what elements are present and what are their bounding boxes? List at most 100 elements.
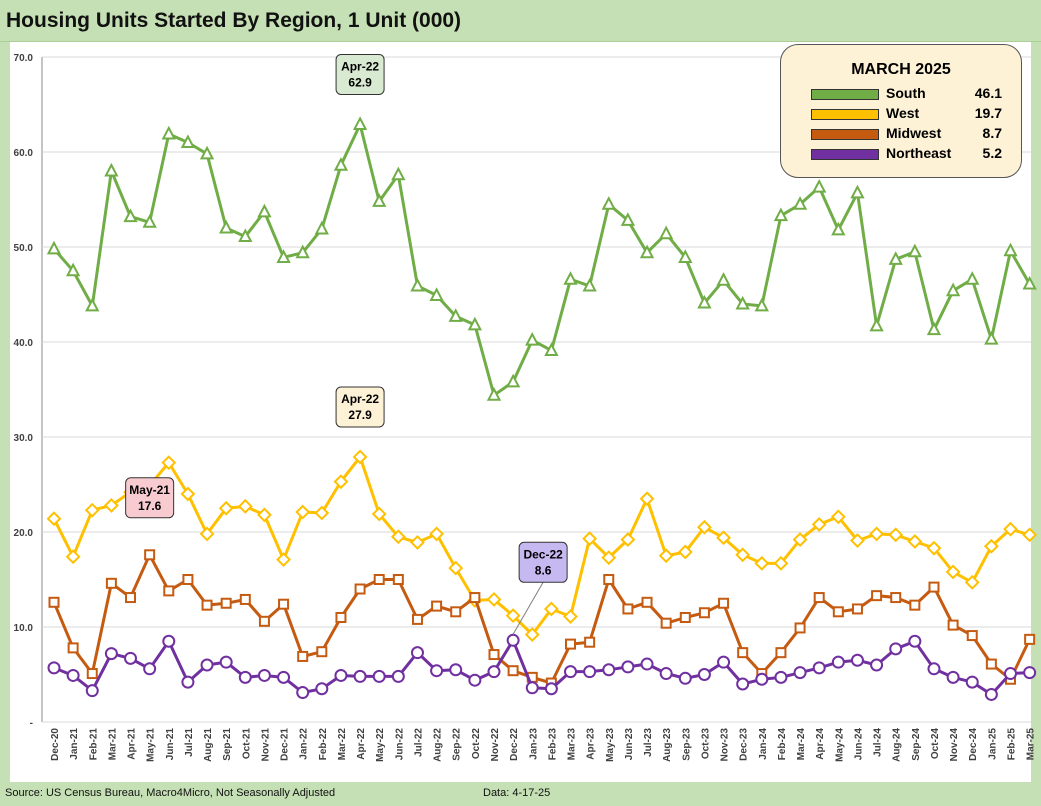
data-point-west (639, 491, 655, 507)
x-tick-label: Jan-23 (528, 728, 539, 760)
data-point-midwest (86, 668, 98, 680)
data-point-northeast (850, 653, 864, 667)
data-point-midwest (278, 598, 290, 610)
x-tick-label: Jun-21 (165, 728, 176, 761)
data-point-midwest (431, 600, 443, 612)
series-line-northeast (53, 638, 1030, 696)
data-point-west (218, 500, 234, 516)
data-point-northeast (334, 668, 348, 682)
x-tick-label: Sep-24 (911, 728, 922, 761)
data-point-northeast (47, 661, 61, 675)
series-line-west (52, 455, 1031, 637)
data-point-south (945, 282, 961, 297)
data-point-midwest (737, 647, 749, 659)
data-point-northeast (391, 669, 405, 683)
data-point-northeast (583, 665, 597, 679)
data-point-west (1003, 521, 1018, 537)
x-tick-label: Feb-24 (777, 728, 788, 761)
x-tick-label: Nov-23 (720, 728, 731, 762)
data-point-south (219, 219, 234, 234)
data-point-west (582, 531, 598, 547)
data-point-south (792, 196, 808, 210)
data-point-northeast (143, 662, 157, 676)
callout-value-midwest: 17.6 (138, 499, 162, 513)
data-point-midwest (775, 647, 787, 659)
data-point-midwest (890, 592, 902, 604)
data-point-west (620, 532, 636, 548)
data-point-west (811, 516, 827, 532)
data-point-northeast (946, 670, 960, 684)
y-tick-label: 30.0 (14, 433, 34, 444)
data-point-midwest (584, 636, 596, 648)
data-point-northeast (774, 670, 788, 684)
x-tick-label: Oct-24 (930, 728, 941, 760)
data-point-midwest (679, 612, 691, 623)
data-point-south (850, 184, 865, 199)
callout-date-west: Apr-22 (341, 392, 379, 406)
data-point-northeast (487, 665, 501, 679)
callout-box-midwest (125, 477, 175, 519)
data-point-midwest (507, 665, 519, 677)
data-point-northeast (755, 672, 769, 686)
data-point-northeast (104, 647, 118, 661)
data-point-west (505, 608, 521, 624)
y-tick-label: - (30, 718, 33, 729)
data-point-northeast (506, 633, 520, 647)
x-tick-label: Feb-25 (1007, 728, 1018, 761)
data-point-south (180, 134, 196, 148)
x-tick-label: Dec-24 (968, 728, 979, 761)
data-point-south (295, 244, 310, 259)
data-point-south (888, 251, 903, 265)
data-point-northeast (736, 677, 750, 691)
x-tick-label: Jun-24 (853, 728, 864, 761)
data-point-northeast (200, 658, 214, 672)
data-point-midwest (469, 592, 481, 604)
data-point-northeast (659, 667, 673, 681)
data-point-northeast (544, 682, 558, 696)
data-point-northeast (353, 669, 367, 683)
x-tick-label: May-21 (146, 728, 157, 762)
data-point-south (429, 287, 444, 301)
data-point-south (907, 243, 923, 258)
x-tick-label: Mar-22 (337, 728, 348, 761)
data-point-northeast (564, 665, 578, 679)
callout-date-midwest: May-21 (129, 483, 170, 497)
legend-item-south: South 46.1 (811, 85, 1011, 105)
legend-value-west: 19.7 (974, 105, 1002, 121)
data-point-midwest (239, 593, 251, 605)
data-point-midwest (105, 577, 117, 589)
legend-value-midwest: 8.7 (982, 125, 1002, 141)
data-point-west (410, 535, 425, 550)
data-point-west (486, 592, 502, 607)
callout-value-west: 27.9 (348, 408, 372, 422)
data-point-south (831, 221, 846, 236)
data-point-west (103, 497, 119, 513)
right-border (1031, 42, 1041, 782)
x-tick-label: Jun-22 (394, 728, 405, 761)
data-point-northeast (257, 668, 271, 682)
data-point-south (448, 308, 463, 322)
x-tick-label: Apr-22 (356, 728, 367, 760)
data-point-midwest (220, 597, 232, 609)
data-point-midwest (698, 607, 710, 619)
data-point-midwest (871, 590, 883, 602)
x-tick-label: May-23 (605, 728, 616, 762)
x-tick-label: Oct-22 (471, 728, 482, 760)
x-axis-ticks: Dec-20 Jan-21 Feb-21 Mar-21 Apr-21 May-21 Jun-… (50, 728, 1037, 762)
data-point-midwest (851, 603, 863, 615)
x-tick-label: Apr-21 (127, 728, 138, 760)
data-point-midwest (392, 574, 404, 585)
x-tick-label: Feb-22 (318, 728, 329, 761)
data-point-south (391, 166, 406, 181)
data-point-west (314, 505, 330, 521)
x-tick-label: Nov-21 (260, 728, 271, 762)
data-point-west (754, 555, 770, 571)
data-point-south (142, 214, 157, 228)
data-point-midwest (144, 549, 156, 561)
x-tick-label: Aug-22 (433, 728, 444, 762)
data-point-south (65, 262, 81, 277)
x-tick-label: Apr-24 (815, 728, 826, 760)
data-point-south (199, 145, 215, 160)
data-point-west (65, 549, 81, 565)
y-tick-label: 20.0 (14, 528, 34, 539)
